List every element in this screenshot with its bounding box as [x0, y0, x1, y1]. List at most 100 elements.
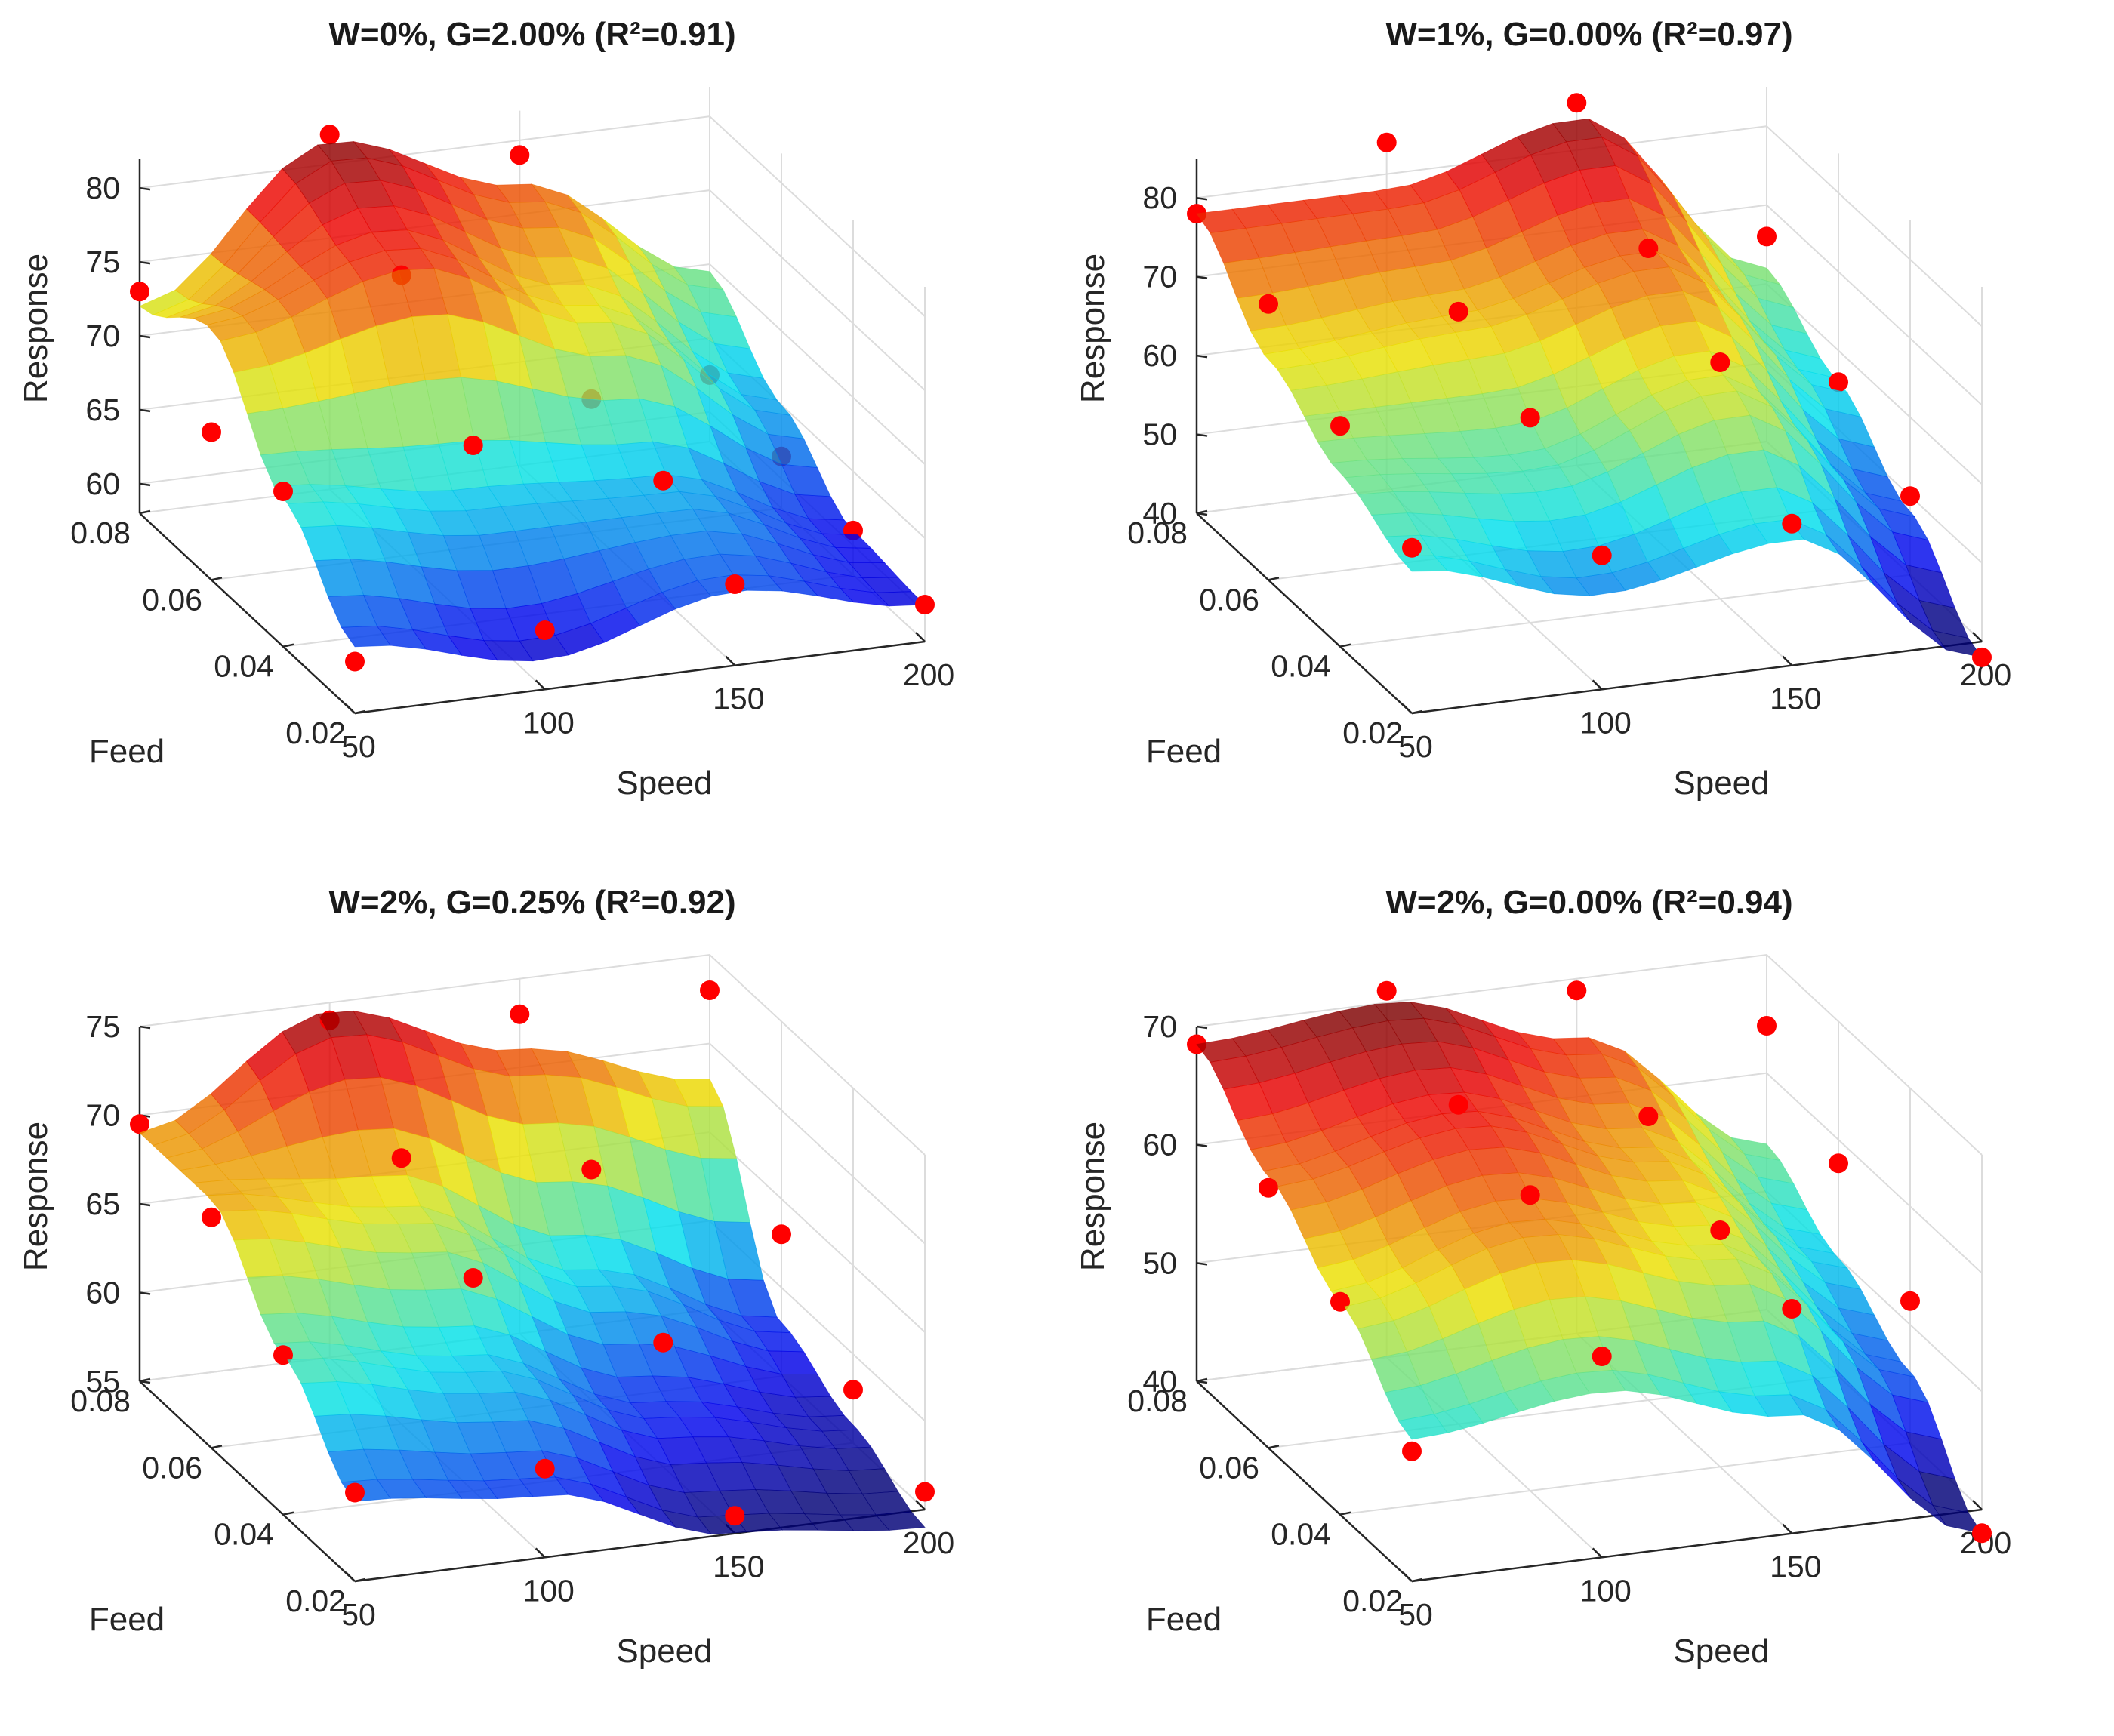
z-tick-mark [1196, 196, 1208, 201]
z-tick-label: 60 [85, 1276, 120, 1310]
data-point [1757, 226, 1777, 247]
z-tick-mark [139, 1202, 151, 1207]
y-tick-label: 0.02 [285, 1584, 346, 1618]
z-tick-mark [1196, 1025, 1208, 1030]
data-point [1330, 416, 1350, 436]
x-tick-label: 150 [713, 682, 764, 716]
data-point [915, 595, 935, 614]
data-point [1638, 1107, 1659, 1126]
data-point [772, 1224, 791, 1245]
y-tick-mark [211, 1445, 223, 1449]
z-tick-label: 70 [1142, 260, 1177, 294]
z-tick-mark [139, 260, 151, 265]
x-tick-mark [1972, 632, 1983, 642]
z-tick-mark [139, 408, 151, 413]
response-surface [130, 980, 935, 1535]
y-tick-mark [354, 1577, 366, 1583]
z-tick-label: 80 [1142, 180, 1177, 215]
z-tick-label: 65 [85, 1187, 120, 1221]
axes [1195, 1027, 1983, 1583]
data-point [1782, 1299, 1802, 1319]
y-tick-label: 0.08 [70, 516, 131, 550]
x-tick-label: 50 [1398, 1597, 1433, 1632]
y-tick-label: 0.06 [142, 1450, 202, 1485]
y-tick-mark [1339, 1511, 1351, 1516]
z-tick-label: 40 [1142, 496, 1177, 531]
x-tick-mark [1402, 1571, 1413, 1582]
z-tick-label: 75 [85, 245, 120, 279]
y-axis-line [1196, 512, 1413, 714]
chart-title: W=1%, G=0.00% (R²=0.97) [1385, 16, 1792, 53]
z-tick-label: 70 [85, 1098, 120, 1133]
x-tick-mark [915, 1500, 926, 1510]
data-point [345, 651, 365, 672]
y-tick-label: 0.06 [1199, 1450, 1259, 1485]
x-tick-label: 200 [903, 1525, 954, 1560]
data-point [581, 1159, 602, 1180]
x-tick-mark [535, 679, 546, 691]
z-tick-label: 80 [85, 171, 120, 205]
data-point [1567, 93, 1587, 113]
x-axis-line [1411, 1508, 1983, 1583]
x-tick-label: 100 [1579, 705, 1631, 740]
y-tick-label: 0.04 [1271, 649, 1331, 684]
response-surface [1187, 93, 1992, 667]
x-axis-label: Speed [1673, 1633, 1769, 1670]
z-tick-label: 60 [85, 466, 120, 501]
z-tick-mark [1196, 433, 1208, 437]
y-axis-label: Feed [1146, 1601, 1222, 1638]
y-axis-line [1196, 1380, 1413, 1582]
tick-labels: 50 100 150 200 0.02 0.04 0.06 0.08 60 65 70 75 80 [70, 171, 954, 764]
chart-title: W=0%, G=2.00% (R²=0.91) [328, 16, 735, 53]
y-tick-label: 0.04 [214, 1517, 274, 1552]
x-tick-label: 150 [713, 1550, 764, 1584]
data-point [1829, 372, 1848, 392]
data-point [319, 125, 340, 145]
z-tick-mark [139, 186, 151, 191]
x-tick-mark [1592, 679, 1603, 691]
z-tick-label: 75 [85, 1009, 120, 1044]
x-axis-label: Speed [1673, 765, 1769, 802]
data-point [1520, 1185, 1540, 1205]
x-tick-mark [1592, 1547, 1603, 1559]
y-tick-mark [1411, 709, 1423, 715]
data-point [725, 574, 745, 594]
y-axis-label: Feed [89, 1601, 165, 1638]
z-tick-mark [1196, 354, 1208, 359]
x-tick-mark [1782, 655, 1793, 666]
x-tick-mark [725, 655, 736, 666]
x-tick-label: 100 [522, 1573, 574, 1608]
x-axis-label: Speed [616, 765, 712, 802]
y-tick-mark [282, 643, 294, 648]
data-point [725, 1506, 745, 1526]
z-tick-label: 65 [85, 392, 120, 427]
z-tick-mark [1196, 1143, 1208, 1147]
data-point [653, 470, 673, 491]
chart-title: W=2%, G=0.00% (R²=0.94) [1385, 884, 1792, 921]
x-tick-mark [1972, 1500, 1983, 1510]
z-tick-mark [1196, 512, 1208, 516]
data-point [1402, 1441, 1422, 1461]
data-point [202, 1207, 221, 1227]
data-point [1520, 408, 1540, 428]
y-tick-mark [1411, 1577, 1423, 1583]
z-tick-label: 50 [1142, 417, 1177, 452]
data-point [1376, 132, 1397, 152]
y-tick-mark [1268, 577, 1280, 581]
chart-title: W=2%, G=0.25% (R²=0.92) [328, 884, 735, 921]
y-tick-label: 0.08 [1127, 1384, 1188, 1418]
x-tick-mark [345, 1571, 356, 1582]
x-tick-label: 150 [1770, 1550, 1821, 1584]
z-tick-mark [1196, 275, 1208, 279]
z-tick-mark [139, 1380, 151, 1384]
z-tick-label: 70 [85, 319, 120, 353]
data-point [1972, 1523, 1992, 1544]
z-tick-label: 70 [1142, 1009, 1177, 1044]
surface-patch [875, 1511, 926, 1531]
z-axis-label: Response [17, 254, 54, 403]
data-point [1376, 980, 1397, 1001]
y-tick-label: 0.02 [1342, 716, 1403, 750]
